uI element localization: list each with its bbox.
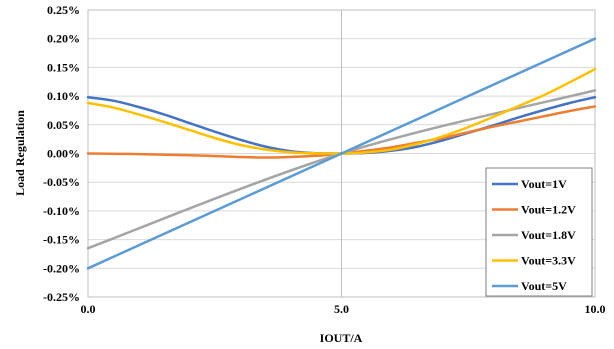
- y-tick-label: 0.10%: [47, 89, 80, 103]
- series-line-vout-1-2v: [86, 105, 597, 159]
- y-tick-label: -0.05%: [43, 175, 80, 189]
- legend-label-vout-5v: Vout=5V: [521, 279, 567, 293]
- y-tick-label: 0.15%: [47, 60, 80, 74]
- y-tick-label: 0.20%: [47, 32, 80, 46]
- x-axis-ticks: 0.0 5.0 10.0: [81, 302, 606, 316]
- legend: Vout=1V Vout=1.2V Vout=1.8V Vout=3.3V Vout=5…: [485, 167, 593, 297]
- y-axis-label: Load Regulation: [13, 110, 27, 196]
- y-tick-label: -0.10%: [43, 204, 80, 218]
- y-tick-label: -0.25%: [43, 290, 80, 304]
- x-tick-label: 10.0: [585, 302, 606, 316]
- x-tick-label: 0.0: [81, 302, 96, 316]
- legend-label-vout-3-3v: Vout=3.3V: [521, 254, 576, 268]
- legend-label-vout-1-2v: Vout=1.2V: [521, 203, 576, 217]
- x-tick-label: 5.0: [334, 302, 349, 316]
- series-layer: [86, 37, 597, 270]
- legend-label-vout-1-8v: Vout=1.8V: [521, 228, 576, 242]
- legend-label-vout-1v: Vout=1V: [521, 177, 567, 191]
- y-tick-label: 0.05%: [47, 118, 80, 132]
- y-tick-label: -0.15%: [43, 233, 80, 247]
- legend-box: [485, 167, 593, 297]
- y-tick-label: -0.20%: [43, 261, 80, 275]
- y-tick-label: 0.25%: [47, 3, 80, 17]
- y-axis-ticks: 0.25% 0.20% 0.15% 0.10% 0.05% 0.00% -0.05% -0.1…: [43, 3, 80, 304]
- series-line-vout-5v: [86, 37, 597, 270]
- y-tick-label: 0.00%: [47, 147, 80, 161]
- x-axis-label: IOUT/A: [320, 331, 363, 345]
